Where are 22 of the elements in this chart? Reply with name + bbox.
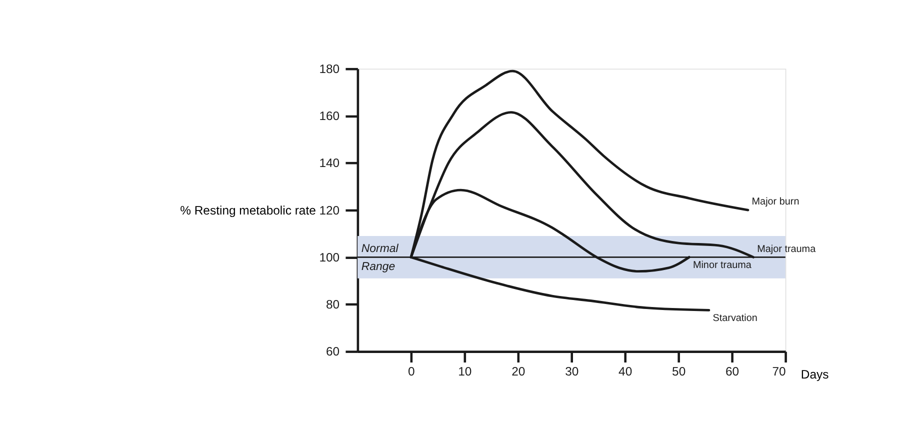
- x-tick-label: 20: [512, 364, 526, 378]
- series-label: Major trauma: [757, 244, 816, 255]
- band-label: Normal Range: [361, 242, 399, 274]
- x-tick-label: 10: [458, 364, 472, 378]
- y-tick-label: 180: [319, 62, 340, 76]
- series-label: Starvation: [712, 312, 758, 324]
- y-tick-label: 80: [326, 298, 340, 312]
- y-tick-label: 160: [319, 109, 340, 124]
- y-tick-label: 140: [319, 156, 340, 170]
- y-tick-label: 100: [319, 250, 340, 264]
- x-tick-label: 40: [618, 364, 632, 378]
- series-label: Major burn: [752, 196, 800, 208]
- x-tick-label: 30: [565, 364, 579, 378]
- x-tick-label: 50: [672, 364, 686, 378]
- series-label: Minor trauma: [692, 260, 752, 271]
- y-tick-label: 60: [326, 344, 340, 359]
- y-axis-title: % Resting metabolic rate: [180, 203, 316, 218]
- x-tick-label: 60: [726, 364, 740, 378]
- x-tick-label: 70: [772, 364, 786, 378]
- x-axis-title: Days: [800, 368, 829, 382]
- y-tick-label: 120: [319, 203, 340, 218]
- x-tick-label: 0: [408, 364, 416, 378]
